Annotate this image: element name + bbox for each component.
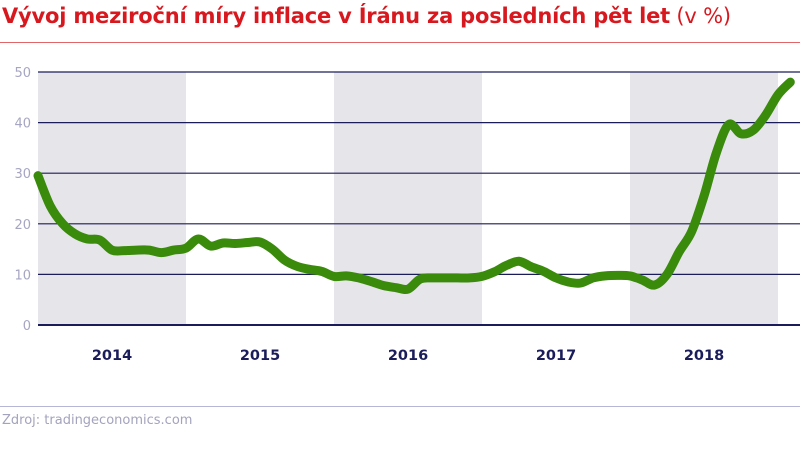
gridlines — [38, 71, 800, 326]
y-tick-label: 30 — [14, 167, 31, 182]
y-tick-label: 40 — [14, 117, 31, 132]
x-tick-label: 2016 — [388, 348, 428, 364]
x-axis-labels: 2014 2015 2016 2017 2018 — [92, 348, 724, 364]
inflation-line — [33, 77, 795, 295]
x-tick-label: 2015 — [240, 348, 280, 364]
y-tick-label: 20 — [14, 218, 31, 233]
y-tick-label: 10 — [14, 268, 31, 283]
chart-title-text: Vývoj meziroční míry inflace v Íránu za … — [2, 4, 670, 28]
x-tick-label: 2014 — [92, 348, 132, 364]
title-divider — [0, 42, 800, 43]
chart-title: Vývoj meziroční míry inflace v Íránu za … — [2, 4, 731, 28]
line-chart: 0 10 20 30 40 50 2014 2015 2016 2017 2018 — [14, 66, 800, 364]
footer-divider — [0, 406, 800, 407]
source-note: Zdroj: tradingeconomics.com — [2, 413, 193, 428]
y-axis-labels: 0 10 20 30 40 50 — [14, 66, 31, 334]
y-tick-label: 0 — [23, 319, 31, 334]
year-band-2016 — [334, 72, 482, 325]
chart-title-unit: (v %) — [669, 4, 731, 28]
x-tick-label: 2018 — [684, 348, 724, 364]
year-band-2014 — [38, 72, 186, 325]
x-tick-label: 2017 — [536, 348, 576, 364]
y-tick-label: 50 — [14, 66, 31, 81]
